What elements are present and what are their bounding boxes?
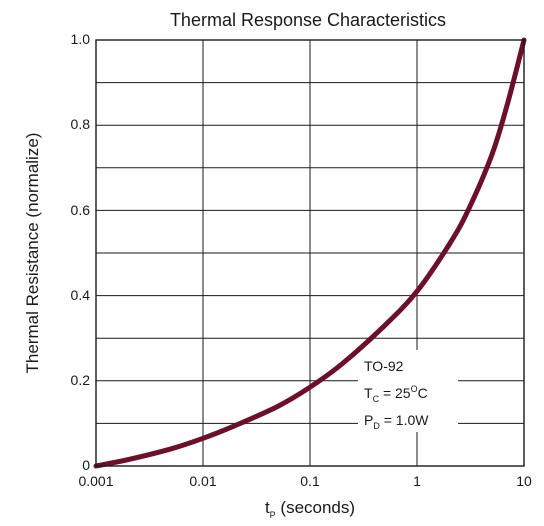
x-label-symbol: t [265, 498, 270, 517]
tc-symbol: T [364, 385, 373, 401]
x-tick-label: 0.1 [300, 473, 320, 489]
thermal-response-curve [93, 37, 527, 469]
pd-value: = 1.0W [380, 412, 429, 428]
x-axis-ticks: 0.001 0.01 0.1 1 10 [78, 473, 532, 489]
x-tick-label: 0.01 [189, 473, 216, 489]
annotation-background [358, 350, 458, 432]
x-tick-label: 0.001 [78, 473, 113, 489]
y-tick-label: 0.2 [71, 372, 91, 388]
x-tick-label: 10 [516, 473, 532, 489]
grid [96, 40, 524, 466]
y-tick-label: 0.8 [71, 116, 91, 132]
pd-symbol: P [364, 412, 373, 428]
x-label-subscript: P [270, 510, 276, 520]
x-tick-label: 1 [413, 473, 421, 489]
chart-title: Thermal Response Characteristics [170, 10, 446, 30]
annotation-box: TO-92 TC = 25OC PD = 1.0W [358, 350, 458, 432]
annotation-power-dissipation: PD = 1.0W [364, 412, 429, 431]
annotation-package: TO-92 [364, 358, 404, 374]
y-tick-label: 1.0 [71, 31, 91, 47]
plot-frame [95, 39, 525, 467]
y-axis-ticks: 0 0.2 0.4 0.6 0.8 1.0 [71, 31, 91, 473]
y-axis-label: Thermal Resistance (normalize) [23, 133, 42, 374]
tc-unit: C [418, 385, 428, 401]
tc-superscript: O [411, 384, 418, 394]
pd-subscript: D [373, 421, 380, 431]
x-axis-label: tP (seconds) [265, 498, 355, 520]
y-tick-label: 0.6 [71, 202, 91, 218]
tc-subscript: C [373, 394, 380, 404]
annotation-case-temperature: TC = 25OC [364, 384, 428, 404]
x-label-suffix: (seconds) [276, 498, 355, 517]
tc-value: = 25 [379, 385, 411, 401]
y-tick-label: 0.4 [71, 287, 91, 303]
y-tick-label: 0 [82, 457, 90, 473]
series-layer [93, 37, 527, 469]
